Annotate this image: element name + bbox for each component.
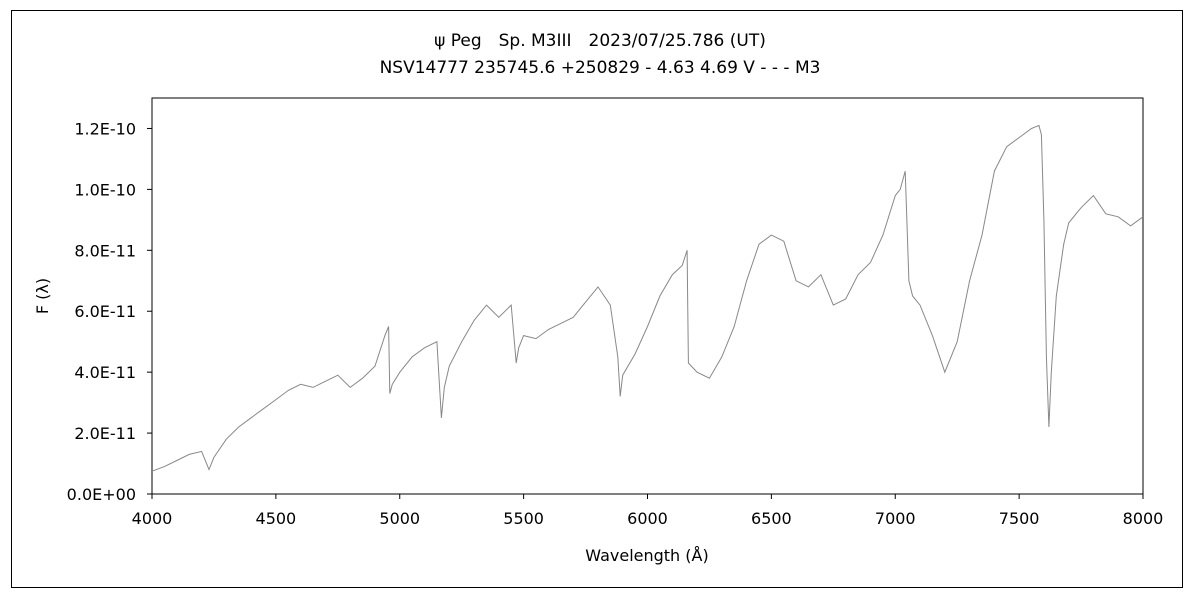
y-tick-label: 1.2E-10 — [74, 119, 136, 138]
x-tick-label: 4500 — [256, 509, 297, 528]
x-tick-label: 6000 — [627, 509, 668, 528]
y-axis: 0.0E+00 2.0E-11 4.0E-11 6.0E-11 8.0E-11 1.0E-… — [67, 119, 152, 504]
y-tick-label: 6.0E-11 — [74, 302, 136, 321]
x-axis: 4000 4500 5000 5500 6000 6500 7000 7500 8000 — [132, 494, 1164, 528]
y-axis-label: F (λ) — [33, 278, 52, 314]
chart-subtitle: NSV14777 235745.6 +250829 - 4.63 4.69 V … — [379, 58, 821, 78]
spectrum-line — [151, 124, 1144, 472]
x-tick-label: 6500 — [751, 509, 792, 528]
x-axis-label: Wavelength (Å) — [585, 546, 708, 565]
y-tick-label: 1.0E-10 — [74, 180, 136, 199]
x-tick-label: 8000 — [1123, 509, 1164, 528]
figure-frame — [11, 10, 1183, 588]
x-tick-label: 5000 — [379, 509, 420, 528]
y-tick-label: 8.0E-11 — [74, 241, 136, 260]
plot-frame — [151, 97, 1144, 495]
x-tick-label: 7000 — [875, 509, 916, 528]
y-tick-label: 2.0E-11 — [74, 424, 136, 443]
y-tick-label: 0.0E+00 — [67, 485, 136, 504]
x-tick-label: 7500 — [999, 509, 1040, 528]
x-tick-label: 4000 — [132, 509, 173, 528]
y-tick-label: 4.0E-11 — [74, 363, 136, 382]
chart-title: ψ Peg Sp. M3III 2023/07/25.786 (UT) — [434, 31, 766, 51]
x-tick-label: 5500 — [503, 509, 544, 528]
